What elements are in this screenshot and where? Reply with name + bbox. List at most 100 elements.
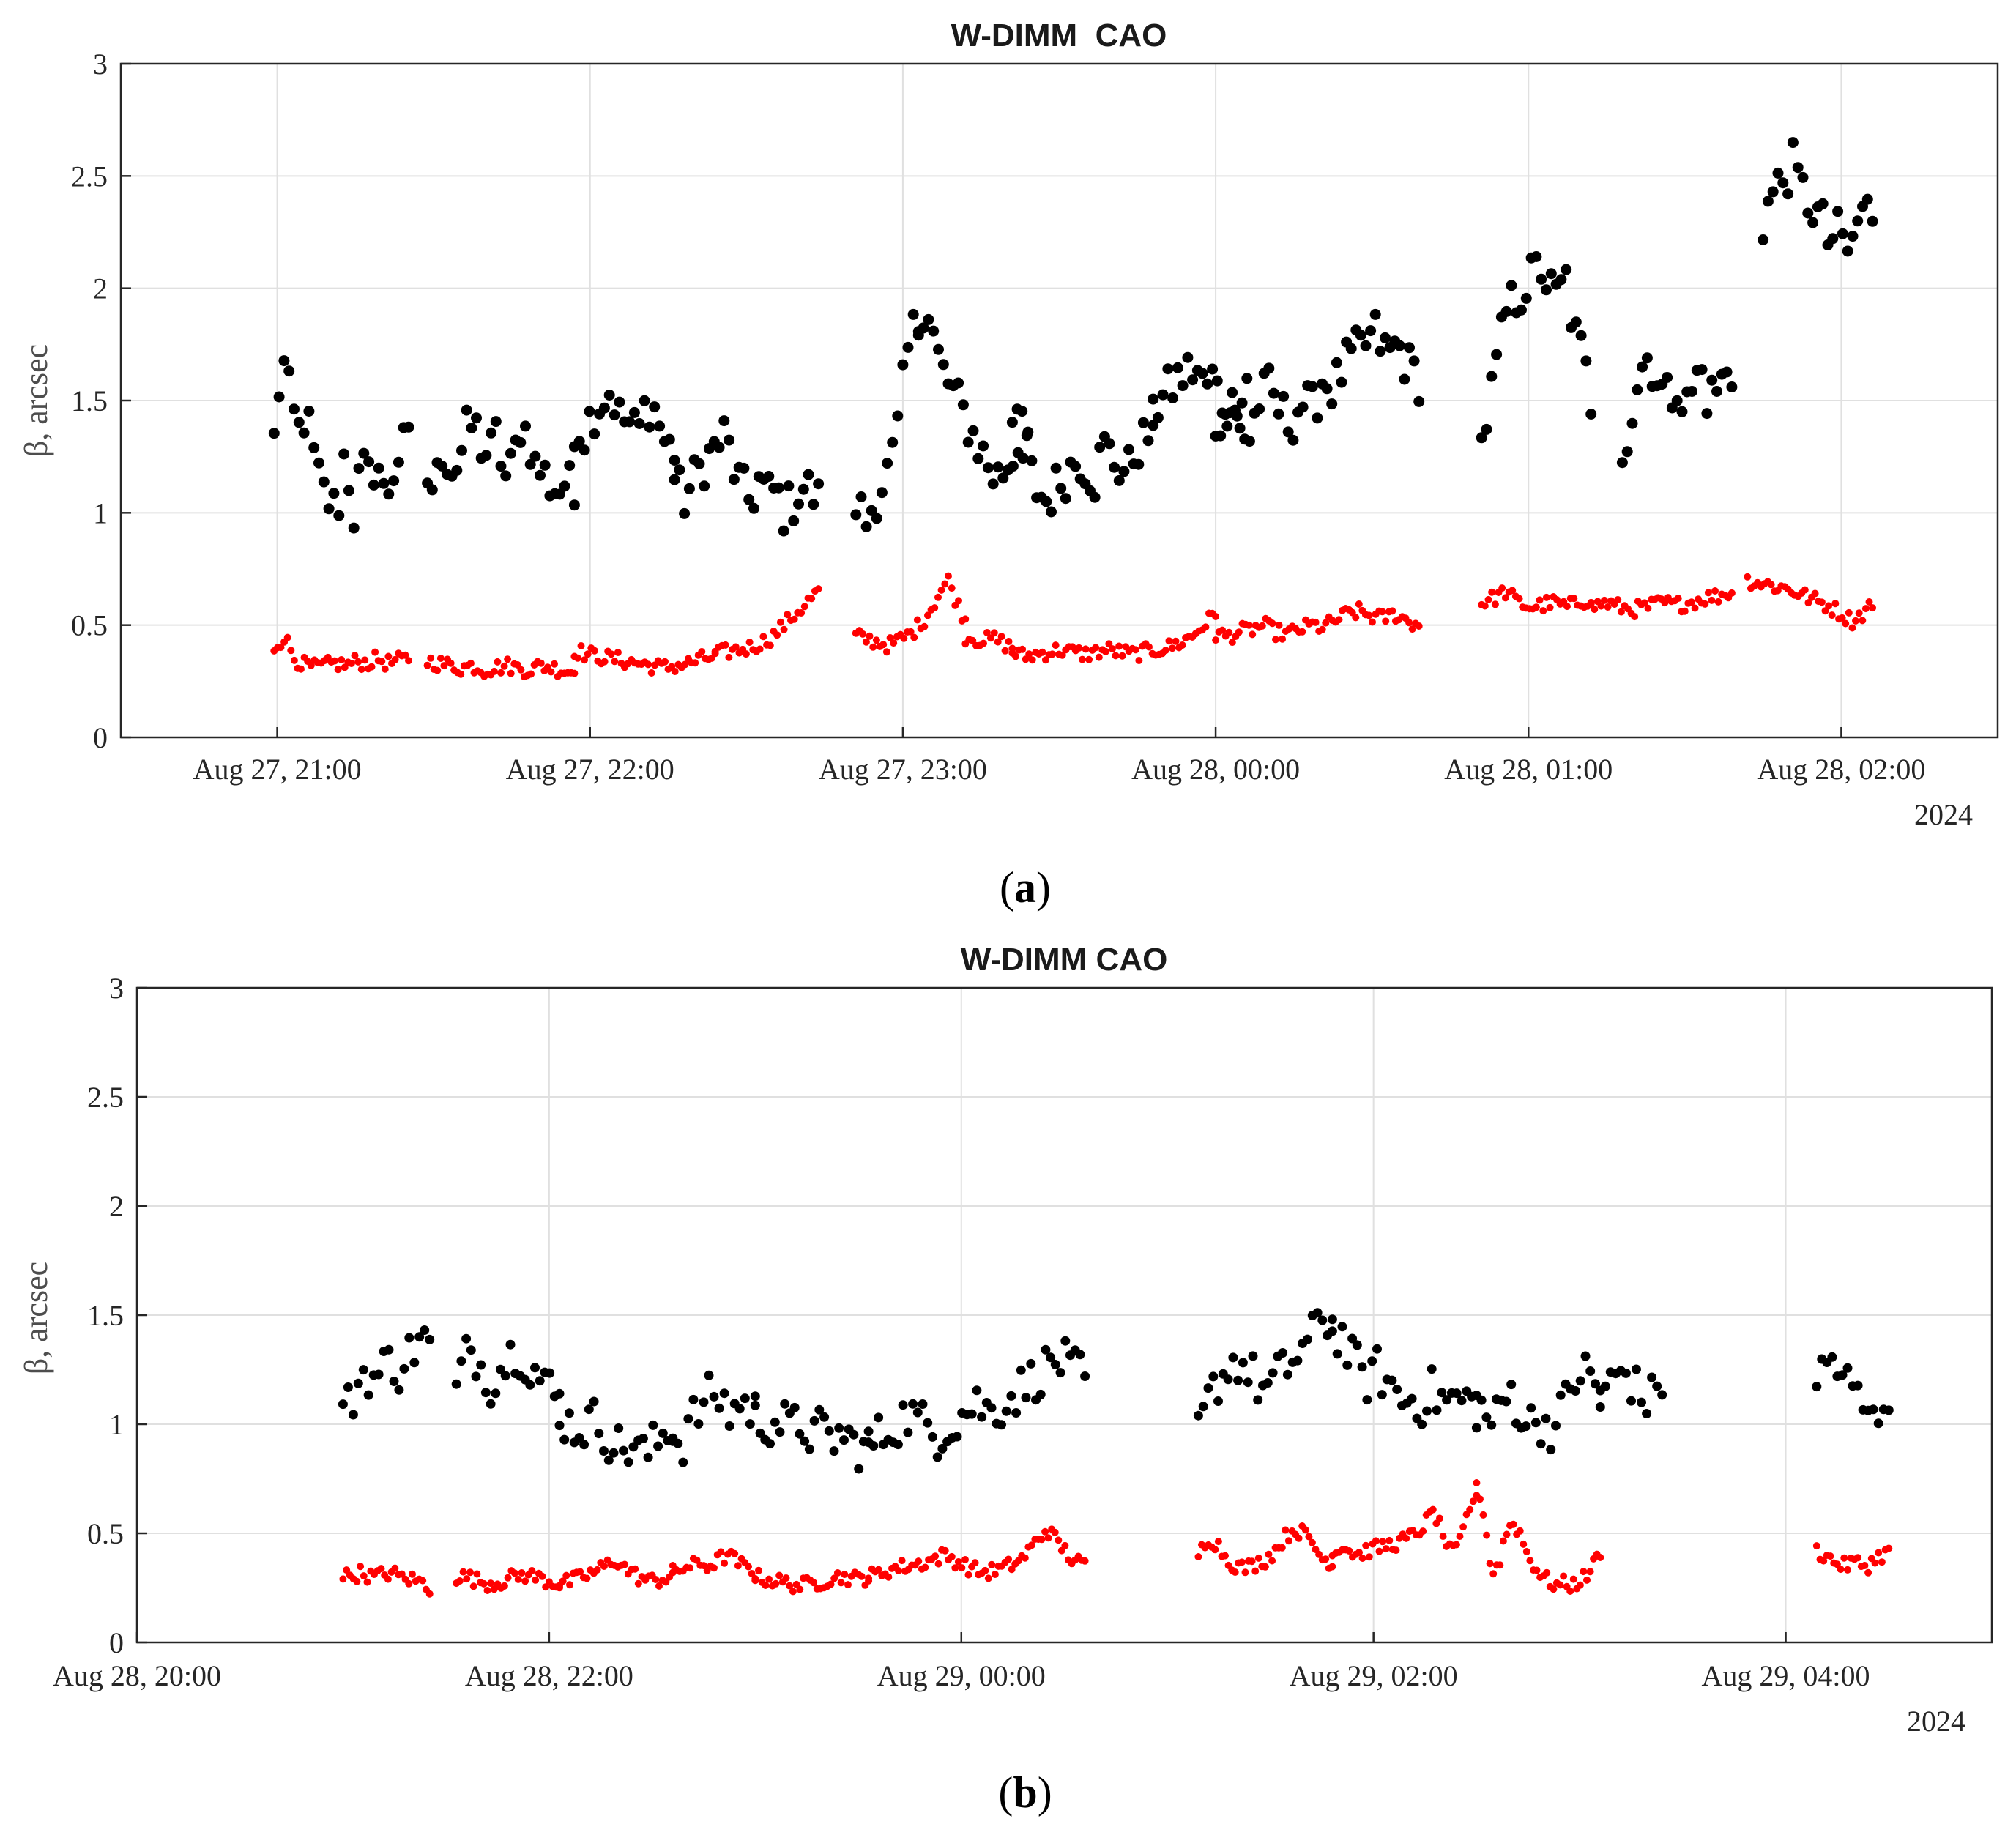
gridlines-a [121, 64, 1998, 737]
red-data-point [756, 645, 764, 653]
black-data-point [693, 458, 705, 469]
red-data-point [1355, 1549, 1363, 1557]
black-data-point [1337, 1322, 1347, 1332]
red-data-point [517, 666, 525, 674]
black-data-point [800, 1436, 810, 1446]
black-data-point [1387, 1375, 1397, 1385]
red-data-point [1101, 647, 1109, 655]
black-data-point [683, 483, 695, 494]
black-data-point [495, 461, 507, 472]
red-data-point [1842, 619, 1850, 628]
black-data-point [1182, 351, 1194, 363]
black-data-point [1202, 378, 1213, 390]
red-data-point [796, 1585, 804, 1593]
black-data-point [1457, 1396, 1467, 1406]
red-data-point [1865, 598, 1873, 606]
black-data-point [1546, 1445, 1556, 1455]
black-data-point [425, 1334, 435, 1344]
black-data-point [1362, 1395, 1372, 1405]
black-data-point [918, 322, 929, 334]
red-data-point [1251, 1567, 1260, 1575]
red-data-point [808, 595, 816, 603]
black-data-point [1243, 1377, 1253, 1388]
black-data-point [389, 1377, 399, 1386]
black-data-point [783, 480, 795, 492]
red-data-point [784, 611, 792, 619]
black-data-point [584, 1404, 594, 1415]
red-data-point [1854, 1554, 1862, 1562]
black-data-point [957, 399, 969, 411]
red-data-point [1601, 596, 1608, 604]
black-data-point [928, 325, 940, 337]
red-data-point [1550, 1585, 1558, 1593]
red-data-point [1369, 618, 1376, 626]
red-data-point [1272, 636, 1279, 644]
black-data-point [1233, 1375, 1243, 1385]
y-tick-label: 0.5 [87, 1517, 124, 1550]
red-data-point [1491, 600, 1499, 608]
y-tick-label: 1 [109, 1408, 124, 1441]
black-data-point [780, 1399, 790, 1409]
black-data-point [480, 1388, 491, 1398]
red-data-point [378, 658, 386, 666]
red-data-point [1852, 617, 1859, 625]
black-data-point [268, 428, 280, 439]
black-data-point [1365, 325, 1377, 337]
red-data-point [1301, 1526, 1309, 1534]
black-data-point [1520, 292, 1532, 304]
y-axis-label-b: β, arcsec [18, 1262, 54, 1374]
black-data-point [986, 1403, 997, 1413]
red-data-point [1473, 1479, 1481, 1486]
black-data-point [599, 1446, 609, 1456]
red-data-point [874, 1566, 882, 1574]
black-data-point [824, 1426, 834, 1436]
x-axis-ticks-b: Aug 28, 20:00 Aug 28, 22:00 Aug 29, 00:00 A… [53, 1632, 1870, 1692]
red-data-point [1012, 652, 1019, 660]
red-data-point [405, 657, 412, 665]
y-tick-label: 3 [109, 972, 124, 1005]
red-data-point [1838, 614, 1846, 622]
black-data-point [628, 406, 640, 418]
black-data-point [997, 472, 1009, 484]
red-data-point [1005, 1555, 1013, 1563]
black-data-point [903, 1427, 913, 1437]
red-data-point [1055, 1536, 1063, 1544]
red-data-point [1486, 1560, 1494, 1568]
black-data-point [1327, 1314, 1337, 1325]
red-data-point [1385, 1536, 1394, 1544]
black-data-point [933, 343, 944, 355]
red-data-point [948, 584, 956, 592]
red-data-point [494, 658, 502, 666]
black-data-point [1561, 264, 1572, 275]
x-axis-ticks-a: Aug 27, 21:00 Aug 27, 22:00 Aug 27, 23:00 A… [193, 727, 1925, 786]
black-data-point [323, 503, 335, 515]
black-data-point [745, 1419, 755, 1429]
black-data-point [1080, 1371, 1090, 1381]
black-data-point [289, 403, 300, 415]
red-data-point [1355, 600, 1363, 608]
red-data-point [1388, 607, 1396, 615]
red-data-point [504, 655, 512, 663]
black-data-point [803, 469, 814, 480]
black-data-point [1297, 401, 1309, 413]
black-data-point [1123, 444, 1134, 455]
black-data-point [333, 510, 345, 521]
black-data-point [1273, 408, 1284, 420]
red-data-point [717, 1548, 725, 1556]
red-data-point [459, 1568, 467, 1576]
black-data-point [1545, 268, 1557, 280]
black-data-point [683, 1414, 693, 1424]
red-data-point [983, 629, 991, 636]
black-data-point [1451, 1388, 1462, 1399]
black-data-point [1369, 308, 1381, 320]
black-data-point [1701, 408, 1713, 420]
black-data-point [1555, 274, 1567, 286]
red-data-point [655, 1582, 663, 1590]
red-data-point [409, 1570, 416, 1578]
x-tick-label: Aug 29, 02:00 [1290, 1659, 1458, 1692]
red-data-point [1085, 655, 1093, 663]
black-data-point [1336, 376, 1347, 388]
black-data-point [1055, 483, 1067, 494]
black-data-point [709, 1391, 719, 1402]
red-data-point [748, 1570, 756, 1577]
